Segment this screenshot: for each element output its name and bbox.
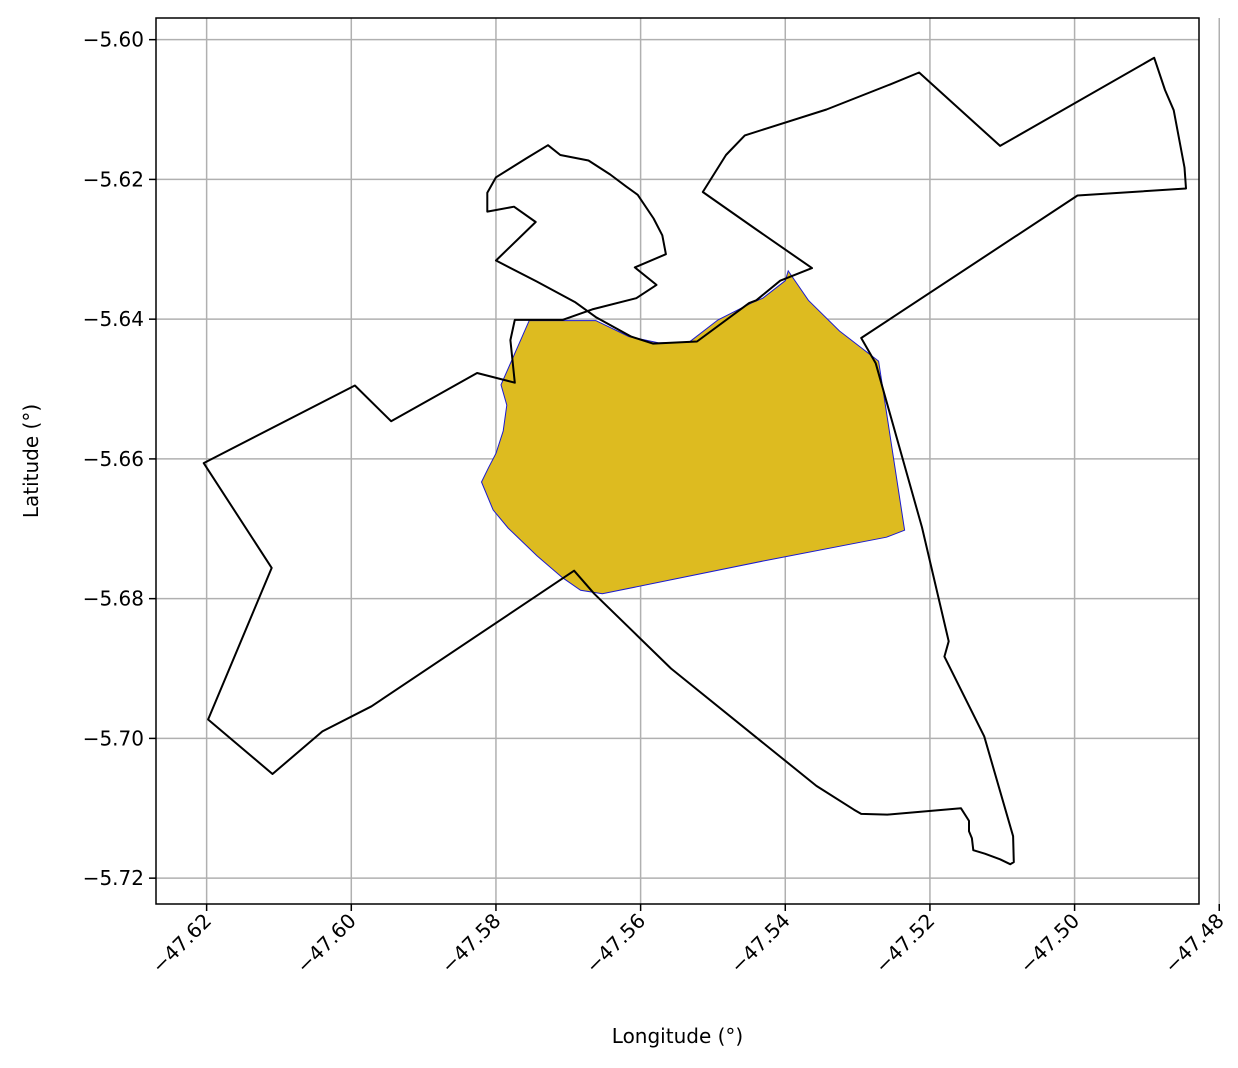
y-tick-label-3: −5.66 [83,447,144,471]
shapes-layer [202,56,1187,866]
x-axis-label: Longitude (°) [612,1024,743,1048]
boundary-outline [202,56,1187,866]
y-axis-label: Latitude (°) [19,404,43,518]
plot-frame [155,17,1200,905]
y-tick-label-6: −5.72 [83,866,144,890]
y-tick-label-2: −5.64 [83,307,144,331]
y-tick-label-0: −5.60 [83,28,144,52]
y-tick-label-4: −5.68 [83,587,144,611]
y-tick-label-5: −5.70 [83,726,144,750]
grid-layer [156,18,1221,904]
y-tick-label-1: −5.62 [83,167,144,191]
